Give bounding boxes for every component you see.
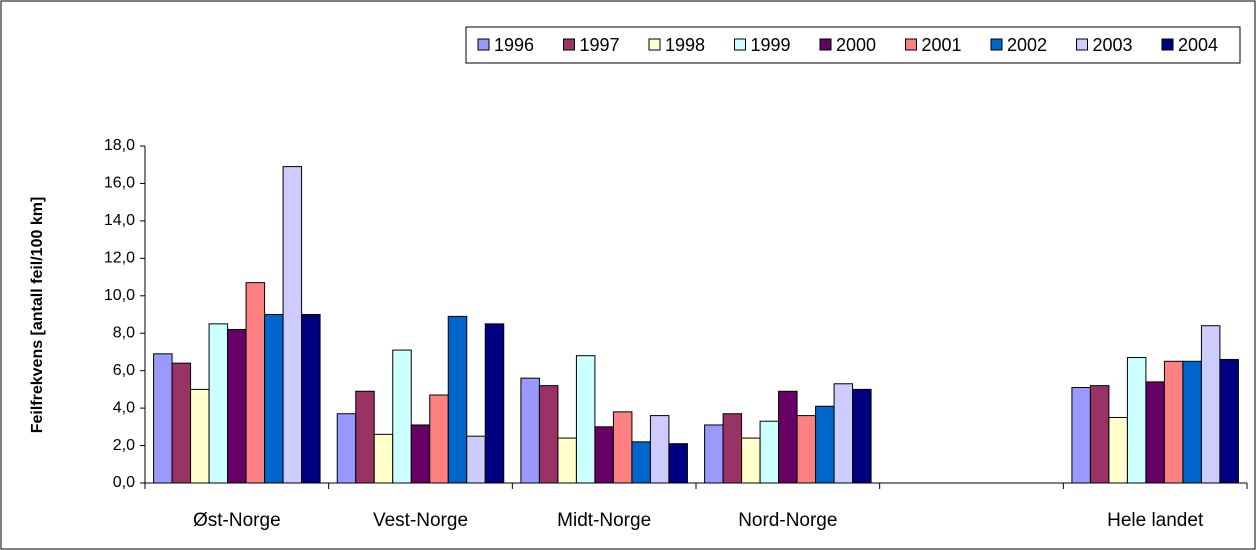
bar: [484, 323, 505, 484]
bar: [466, 435, 486, 484]
legend-label: 2003: [1093, 35, 1133, 55]
bar: [1089, 385, 1110, 484]
y-tick-label: 8,0: [113, 324, 135, 341]
legend-swatch: [905, 38, 917, 51]
bar: [575, 355, 596, 484]
bar: [227, 328, 247, 484]
bar: [649, 415, 670, 484]
legend-swatch: [1076, 38, 1088, 51]
bar: [594, 426, 614, 484]
bar: [1163, 360, 1184, 484]
y-tick-label: 4,0: [113, 399, 135, 416]
legend-label: 2004: [1178, 35, 1218, 55]
bar: [1126, 357, 1147, 484]
bar: [759, 420, 780, 484]
bar: [1071, 387, 1091, 484]
x-tick-label: Nord-Norge: [738, 510, 837, 531]
x-tick-label: Hele landet: [1107, 510, 1204, 531]
y-tick-label: 16,0: [104, 175, 135, 192]
legend-swatch: [819, 38, 832, 51]
bar: [722, 413, 743, 484]
bar: [336, 413, 357, 484]
bar: [668, 443, 688, 484]
x-tick-label: Vest-Norge: [373, 510, 468, 531]
bar: [1219, 358, 1239, 484]
x-tick-label: Midt-Norge: [557, 510, 651, 531]
legend-label: 2001: [922, 35, 962, 55]
bar: [1145, 381, 1165, 484]
bar: [264, 314, 284, 484]
legend-swatch: [734, 38, 746, 51]
y-tick-label: 14,0: [104, 212, 135, 229]
bar: [429, 394, 449, 484]
bar: [520, 377, 540, 484]
y-tick-label: 18,0: [104, 137, 135, 154]
legend-swatch: [563, 38, 575, 51]
x-tick-label: Øst-Norge: [193, 510, 281, 531]
bar: [1108, 416, 1128, 484]
legend-swatch: [648, 38, 661, 51]
legend-box: [465, 26, 1241, 64]
bar: [153, 353, 173, 484]
bar: [538, 385, 559, 484]
legend-swatch: [477, 38, 490, 51]
bar: [410, 424, 431, 484]
legend-label: 1996: [494, 35, 534, 55]
bar: [245, 282, 266, 484]
bar: [796, 415, 817, 484]
y-tick-label: 12,0: [104, 250, 135, 267]
y-tick-label: 6,0: [113, 362, 135, 379]
bar: [190, 388, 210, 484]
bar: [1200, 325, 1221, 484]
bar: [1182, 360, 1202, 484]
bar: [852, 388, 872, 484]
legend-label: 1998: [665, 35, 705, 55]
y-tick-label: 10,0: [104, 287, 135, 304]
legend-label: 2000: [836, 35, 876, 55]
bar: [778, 390, 798, 484]
bar: [301, 314, 321, 484]
bar: [392, 349, 412, 484]
bar: [171, 362, 192, 484]
bar: [815, 405, 835, 484]
legend-label: 1997: [580, 35, 620, 55]
legend-label: 2002: [1007, 35, 1047, 55]
bar: [612, 411, 633, 484]
y-tick-label: 2,0: [113, 437, 135, 454]
bar: [741, 437, 761, 484]
bar: [557, 437, 577, 484]
y-axis-label: Feilfrekvens [antall feil/100 km]: [29, 197, 46, 434]
legend-swatch: [990, 38, 1003, 51]
bar: [208, 323, 229, 484]
bar: [373, 433, 394, 484]
bar: [282, 166, 303, 484]
bar: [833, 383, 854, 484]
legend-swatch: [1161, 38, 1174, 51]
bar: [631, 441, 651, 484]
bar: [447, 315, 468, 484]
bar: [704, 424, 724, 484]
bar: [355, 390, 375, 484]
legend-label: 1999: [751, 35, 791, 55]
y-tick-label: 0,0: [113, 474, 135, 491]
